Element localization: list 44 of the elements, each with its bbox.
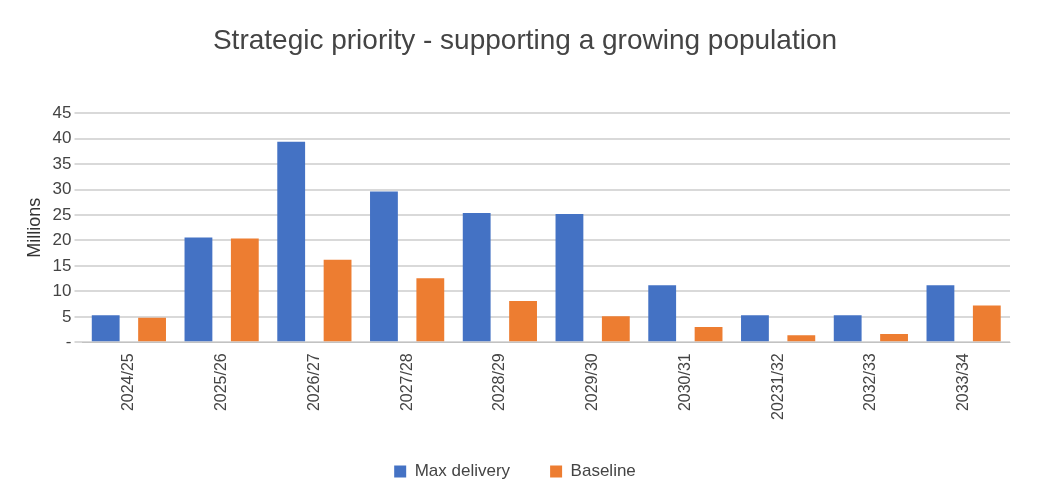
- y-tick-label: 40: [52, 128, 72, 148]
- bar: [509, 301, 537, 342]
- y-tick-label: 35: [52, 153, 72, 173]
- y-tick-label: 25: [52, 204, 72, 224]
- x-tick-label: 2024/25: [119, 353, 137, 412]
- bar: [601, 316, 630, 342]
- bar: [184, 237, 213, 342]
- bar: [741, 315, 769, 342]
- bar: [833, 315, 862, 342]
- bar: [138, 317, 166, 342]
- bar: [416, 278, 445, 342]
- bar: [555, 213, 584, 342]
- bar: [648, 285, 677, 342]
- bar: [787, 335, 816, 342]
- y-tick-label: -: [65, 331, 72, 351]
- x-tick-label: 2028/29: [490, 353, 508, 412]
- bar: [462, 212, 491, 342]
- x-tick-label: 2029/30: [583, 353, 601, 412]
- x-tick-label: 20231/32: [768, 353, 786, 420]
- bar: [323, 259, 352, 342]
- bar: [880, 334, 908, 342]
- legend-label: Max delivery: [414, 461, 511, 481]
- y-tick-label: 20: [52, 230, 72, 250]
- chart-title: Strategic priority - supporting a growing population: [212, 23, 838, 57]
- bar: [230, 238, 259, 342]
- bar: [370, 191, 398, 342]
- x-tick-label: 2032/33: [861, 353, 879, 412]
- bar: [277, 141, 306, 342]
- bar: [694, 327, 723, 342]
- bar: [926, 285, 955, 342]
- y-tick-label: 10: [52, 281, 72, 301]
- x-tick-label: 2027/28: [397, 353, 415, 412]
- y-tick-label: 5: [62, 306, 72, 326]
- x-tick-label: 2025/26: [212, 353, 230, 412]
- bar: [972, 305, 1001, 342]
- y-tick-label: 15: [52, 255, 72, 275]
- x-tick-label: 2033/34: [954, 353, 972, 412]
- bar: [91, 315, 120, 342]
- x-tick-label: 2026/27: [304, 353, 322, 412]
- y-tick-label: 45: [52, 102, 72, 122]
- legend-label: Baseline: [570, 461, 636, 481]
- y-axis-title: Millions: [23, 197, 44, 258]
- x-tick-label: 2030/31: [675, 353, 693, 412]
- y-tick-label: 30: [52, 179, 72, 199]
